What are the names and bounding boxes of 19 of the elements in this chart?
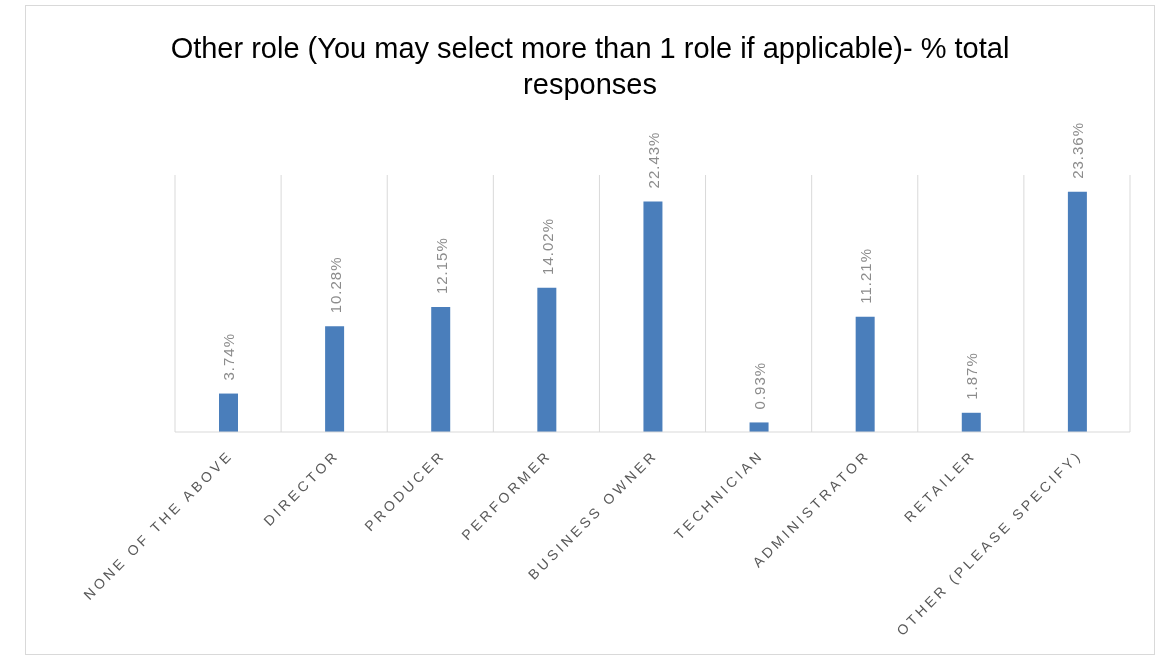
data-label: 3.74% <box>220 333 237 381</box>
data-label: 10.28% <box>326 256 344 314</box>
bar <box>1067 191 1087 432</box>
data-label: 11.21% <box>856 248 874 304</box>
data-label: 14.02% <box>538 218 556 275</box>
bar <box>219 393 238 432</box>
chart-title: Other role (You may select more than 1 role if applicable)- % total responses <box>169 31 1011 102</box>
data-label: 0.93% <box>750 361 768 410</box>
bar <box>537 287 557 432</box>
data-label: 22.43% <box>644 131 662 189</box>
data-label: 23.36% <box>1068 121 1086 179</box>
bar <box>325 326 345 432</box>
bar <box>643 201 663 432</box>
data-label: 1.87% <box>962 352 980 400</box>
bar <box>855 316 875 432</box>
bar <box>961 412 981 432</box>
data-label: 12.15% <box>432 237 450 295</box>
bar <box>431 307 451 432</box>
bar <box>749 422 769 432</box>
